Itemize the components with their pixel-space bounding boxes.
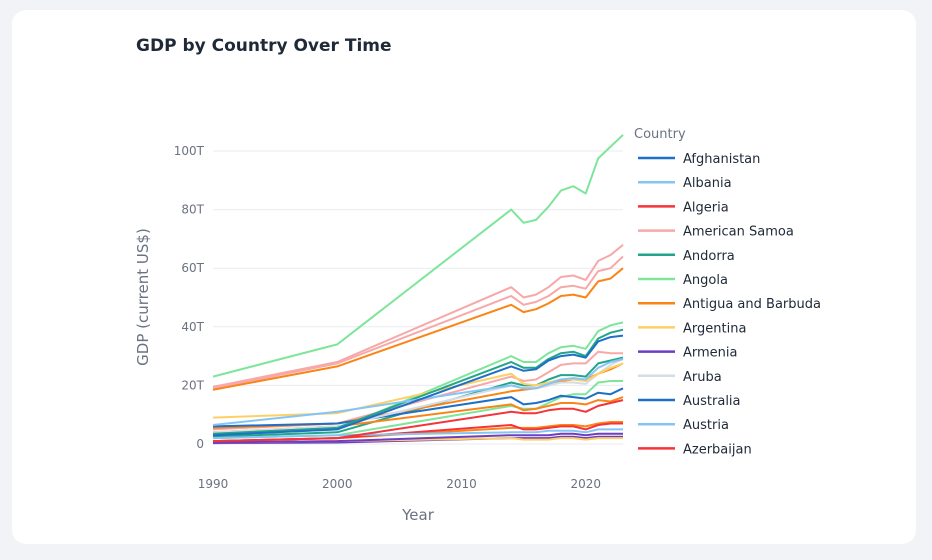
legend-item-label: Andorra	[683, 249, 735, 264]
legend-item-label: Australia	[683, 394, 741, 409]
y-tick-label: 40T	[181, 320, 204, 334]
x-axis-label: Year	[401, 506, 435, 524]
series-line	[212, 437, 623, 444]
legend-item-label: Austria	[683, 418, 729, 433]
legend-item-label: Armenia	[683, 346, 738, 361]
series-line	[212, 334, 624, 437]
y-tick-label: 80T	[181, 203, 204, 217]
series-line	[212, 387, 624, 428]
series-line	[212, 328, 624, 435]
series-line	[212, 358, 624, 426]
x-tick-label: 2010	[446, 477, 477, 491]
series-line	[212, 421, 623, 443]
legend-item-label: Argentina	[683, 321, 746, 336]
series-line	[212, 321, 624, 437]
y-tick-label: 0	[196, 437, 204, 451]
legend-item-label: Albania	[683, 176, 732, 191]
legend-item-label: Afghanistan	[683, 152, 760, 167]
y-axis-label: GDP (current US$)	[134, 228, 152, 366]
legend-item-label: Azerbaijan	[683, 442, 752, 457]
series-line	[212, 396, 624, 434]
series-line	[212, 399, 624, 443]
x-tick-label: 2020	[570, 477, 601, 491]
series-line	[212, 255, 624, 390]
series-line	[212, 422, 623, 443]
series-line	[212, 134, 624, 378]
y-tick-label: 60T	[181, 261, 204, 275]
series-line	[212, 428, 623, 440]
series-line	[212, 244, 624, 388]
legend-item-label: Algeria	[683, 200, 729, 215]
y-tick-label: 100T	[174, 144, 205, 158]
legend-item-label: Angola	[683, 273, 728, 288]
legend-item-label: American Samoa	[683, 225, 794, 240]
legend-item-label: Aruba	[683, 370, 722, 385]
x-tick-label: 1990	[198, 477, 229, 491]
series-line	[212, 380, 623, 440]
y-tick-label: 20T	[181, 378, 204, 392]
series-line	[212, 350, 623, 431]
legend-item-label: Antigua and Barbuda	[683, 297, 821, 312]
legend-title: Country	[634, 127, 686, 142]
series-line	[212, 432, 623, 444]
chart-title: GDP by Country Over Time	[136, 36, 392, 56]
series-line	[212, 267, 624, 391]
chart-card: GDP by Country Over Time	[12, 10, 916, 544]
x-tick-label: 2000	[322, 477, 353, 491]
